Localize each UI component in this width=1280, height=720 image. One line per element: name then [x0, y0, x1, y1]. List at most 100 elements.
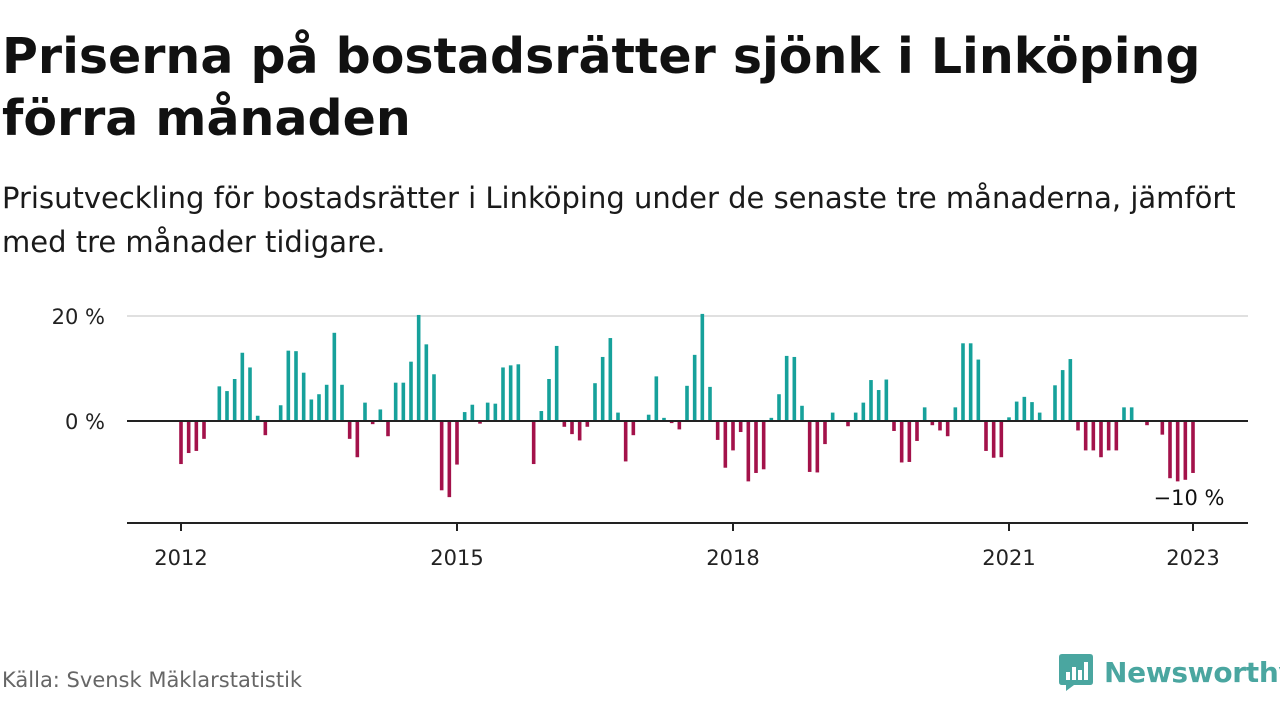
bar: [1183, 421, 1188, 480]
bar: [1060, 370, 1065, 421]
bar: [869, 380, 873, 421]
bar: [1099, 421, 1103, 458]
x-tick-label: 2021: [982, 546, 1035, 570]
bar: [715, 421, 720, 440]
bar: [324, 384, 329, 421]
bar: [347, 421, 352, 439]
bar: [401, 382, 406, 421]
bar: [1076, 421, 1080, 431]
bar: [892, 421, 896, 431]
bar: [355, 421, 360, 458]
bar: [884, 379, 889, 421]
bar: [600, 356, 605, 421]
bar: [769, 417, 774, 421]
bar: [225, 391, 229, 421]
bar: [777, 394, 781, 421]
bar: [493, 403, 498, 421]
bar: [708, 386, 712, 422]
source-note: Källa: Svensk Mäklarstatistik: [2, 668, 303, 692]
x-tick-label: 2015: [430, 546, 483, 570]
bar: [317, 394, 321, 421]
bar: [309, 399, 314, 421]
bar: [746, 421, 751, 482]
bar: [263, 421, 268, 436]
bar: [462, 412, 467, 421]
bar: [455, 421, 459, 465]
bar: [301, 372, 306, 421]
bar: [846, 421, 850, 427]
bar: [922, 407, 927, 421]
bar: [531, 421, 536, 465]
bar: [416, 314, 421, 421]
bar: [976, 359, 981, 421]
bar: [899, 421, 904, 463]
bar: [186, 421, 191, 454]
bar: [370, 421, 375, 425]
bar: [1030, 402, 1034, 421]
bar: [539, 411, 544, 421]
bar: [432, 374, 436, 421]
bar: [792, 356, 797, 421]
newsworthy-logo: Newsworthy: [1058, 652, 1280, 692]
bar: [623, 421, 628, 462]
bar: [999, 421, 1004, 458]
bar: [562, 421, 567, 427]
bar: [830, 412, 835, 421]
bar: [1160, 421, 1165, 435]
bar: [807, 421, 812, 472]
bar: [294, 351, 298, 421]
bar: [631, 421, 636, 436]
bar: [1129, 407, 1134, 421]
bar: [731, 421, 735, 451]
bar: [685, 385, 689, 421]
bar: [577, 421, 582, 441]
bar: [179, 421, 183, 465]
bar: [516, 364, 521, 421]
bar: [378, 409, 383, 421]
bar: [915, 421, 919, 441]
chart-title: Priserna på bostadsrätter sjönk i Linköp…: [2, 28, 1201, 147]
last-value-label-halo: −10 %: [1154, 486, 1225, 510]
bar: [616, 412, 620, 421]
bar: [723, 421, 728, 468]
bar: [823, 421, 827, 445]
bar: [800, 405, 804, 421]
bar: [761, 421, 766, 470]
bar: [386, 421, 390, 437]
bar: [654, 376, 659, 422]
bar: [217, 386, 222, 421]
bar: [470, 404, 475, 421]
x-tick-label: 2012: [154, 546, 207, 570]
bar: [784, 355, 789, 421]
bar: [738, 421, 743, 433]
bar: [547, 379, 551, 421]
bar: [447, 421, 452, 498]
bar: [1083, 421, 1088, 451]
bar: [485, 402, 490, 422]
bar: [1014, 401, 1019, 421]
bar: [945, 421, 950, 437]
bar: [984, 421, 988, 451]
bar: [1168, 421, 1172, 479]
bar: [439, 421, 444, 491]
bar: [853, 412, 858, 421]
bars-layer: [179, 313, 1195, 498]
bar: [1175, 421, 1180, 482]
bar: [202, 421, 206, 439]
bar: [409, 361, 413, 421]
bar: [930, 421, 935, 426]
bar: [1191, 421, 1195, 473]
bar: [232, 379, 237, 421]
bar: [501, 367, 505, 421]
bar: [700, 313, 705, 421]
bar: [861, 402, 866, 422]
bar: [1145, 421, 1149, 426]
bar: [938, 421, 942, 431]
axis-layer: [127, 420, 1248, 531]
bar: [255, 415, 260, 421]
bar: [240, 352, 245, 421]
bar: [393, 382, 398, 421]
bar: [194, 421, 199, 451]
bar: [662, 417, 666, 421]
bar: [991, 421, 996, 458]
